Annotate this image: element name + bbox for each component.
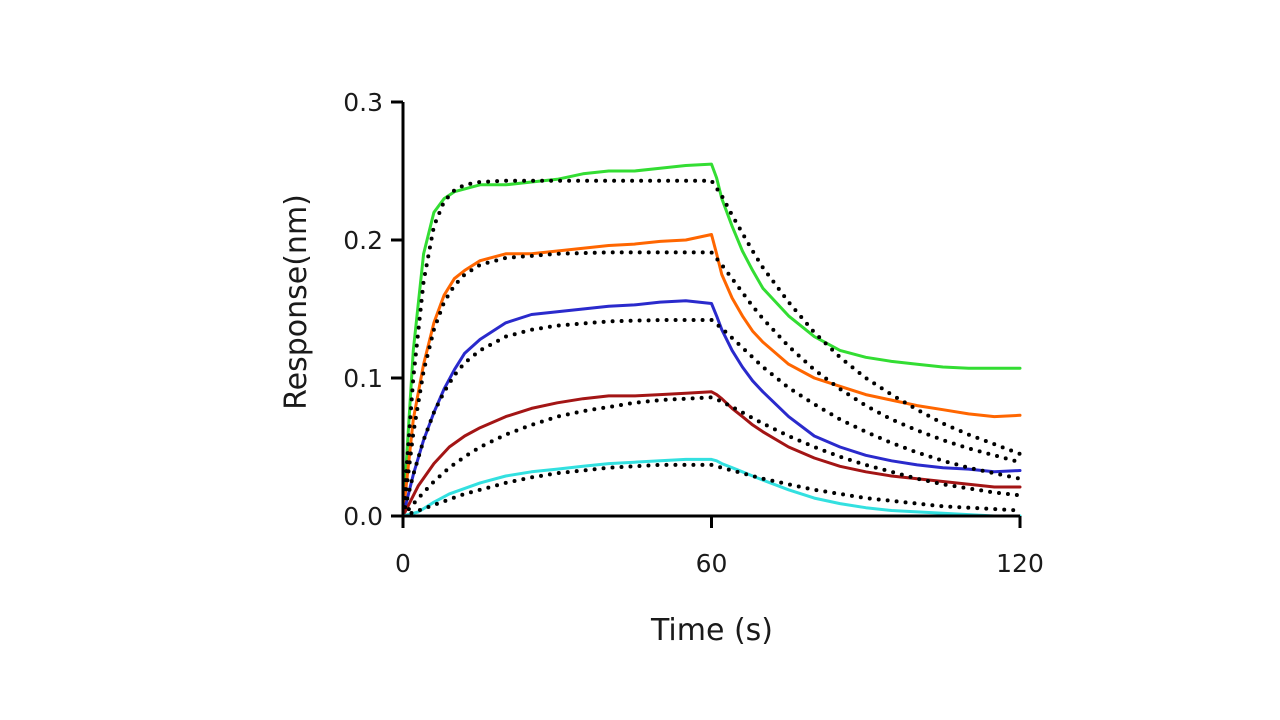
x-tick-label: 60 <box>696 549 728 578</box>
x-tick-label: 120 <box>996 549 1044 578</box>
x-tick-label: 0 <box>395 549 411 578</box>
ticks-layer: 0 60 120 0.0 0.1 0.2 0.3 <box>343 88 1044 578</box>
response-curve-3 <box>401 299 1022 518</box>
response-curve-2 <box>401 233 1022 518</box>
y-axis-title: Response(nm) <box>279 194 314 410</box>
response-curve-4 <box>401 390 1022 518</box>
y-tick-label: 0.3 <box>343 88 383 117</box>
fit-curve-7 <box>401 250 1022 518</box>
series-layer <box>401 162 1022 518</box>
y-tick-label: 0.1 <box>343 364 383 393</box>
response-curve-1 <box>401 162 1022 518</box>
y-tick-label: 0.0 <box>343 502 383 531</box>
fit-curve-10 <box>401 462 1022 518</box>
x-axis-title: Time (s) <box>650 613 773 648</box>
fit-curve-8 <box>401 318 1022 518</box>
y-tick-label: 0.2 <box>343 226 383 255</box>
fit-curve-6 <box>401 178 1022 518</box>
response-curve-5 <box>401 457 1022 518</box>
